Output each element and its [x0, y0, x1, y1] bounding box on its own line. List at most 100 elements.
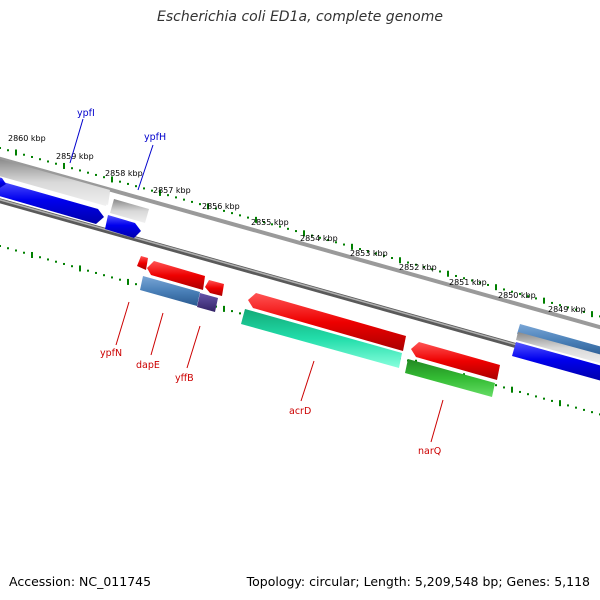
minor-tick: [455, 274, 457, 277]
minor-tick: [495, 384, 497, 387]
minor-tick: [231, 310, 233, 313]
minor-tick: [527, 295, 529, 298]
gene-label-ypfH: ypfH: [144, 132, 166, 143]
gene-label-leaders: [69, 118, 444, 443]
minor-tick: [239, 312, 241, 315]
forward-strand-features: [0, 159, 600, 381]
cds-grey-feature: [516, 332, 600, 364]
tick-label: 2854 kbp: [300, 234, 338, 243]
major-tick: [511, 386, 513, 393]
accession-text: Accession: NC_011745: [9, 574, 152, 589]
minor-tick: [31, 155, 33, 158]
minor-tick: [383, 254, 385, 257]
minor-tick: [407, 261, 409, 264]
cds-red-feature: [248, 293, 406, 351]
minor-tick: [199, 203, 201, 206]
minor-tick: [519, 292, 521, 295]
minor-tick: [335, 241, 337, 244]
topology-text: Topology: circular; Length: 5,209,548 bp…: [246, 574, 590, 589]
minor-tick: [247, 216, 249, 219]
tick-label: 2858 kbp: [105, 169, 143, 178]
major-tick: [255, 216, 257, 223]
minor-tick: [263, 221, 265, 224]
tick-label: 2855 kbp: [251, 218, 289, 227]
minor-tick: [143, 187, 145, 190]
tick-label: 2850 kbp: [498, 291, 536, 300]
minor-tick: [15, 249, 17, 252]
minor-tick: [0, 147, 1, 149]
major-tick: [111, 176, 113, 183]
minor-tick: [287, 227, 289, 230]
minor-tick: [55, 260, 57, 263]
minor-tick: [487, 283, 489, 286]
major-tick: [303, 230, 305, 237]
reverse-strand-features: [137, 256, 500, 397]
gene-label-yffB: yffB: [175, 373, 194, 384]
minor-tick: [583, 310, 585, 313]
major-tick: [543, 297, 545, 304]
minor-tick: [511, 290, 513, 293]
cds-blue-feature: [0, 181, 104, 224]
minor-tick: [23, 153, 25, 156]
minor-tick: [279, 225, 281, 228]
tick-label: 2849 kbp: [548, 305, 586, 314]
minor-tick: [87, 269, 89, 272]
minor-tick: [327, 239, 329, 242]
major-tick: [63, 162, 65, 169]
minor-tick: [183, 198, 185, 201]
outer-tick-ruler: [0, 147, 600, 318]
minor-tick: [103, 274, 105, 277]
rna-green-feature: [405, 359, 495, 397]
minor-tick: [575, 406, 577, 409]
minor-tick: [127, 182, 129, 185]
minor-tick: [567, 404, 569, 407]
minor-tick: [7, 247, 9, 250]
minor-tick: [583, 408, 585, 411]
minor-tick: [431, 268, 433, 271]
cds-grey-feature: [110, 199, 149, 223]
minor-tick: [543, 397, 545, 400]
genome-backbone: [0, 156, 600, 372]
minor-tick: [591, 411, 593, 414]
minor-tick: [39, 158, 41, 161]
minor-tick: [23, 251, 25, 254]
minor-tick: [95, 271, 97, 274]
minor-tick: [151, 189, 153, 192]
gene-label-ypfN: ypfN: [100, 348, 122, 359]
minor-tick: [503, 288, 505, 291]
cds-red-feature: [205, 280, 224, 296]
minor-tick: [71, 167, 73, 170]
cds-blue-feature: [105, 215, 141, 238]
minor-tick: [535, 297, 537, 300]
cds-grey-feature: [0, 159, 110, 206]
minor-tick: [7, 149, 9, 152]
minor-tick: [0, 245, 1, 247]
minor-tick: [103, 176, 105, 179]
minor-tick: [47, 160, 49, 163]
rna-teal-feature: [241, 309, 402, 368]
minor-tick: [479, 281, 481, 284]
gene-label-ypfI: ypfI: [77, 108, 95, 119]
minor-tick: [55, 162, 57, 165]
cds-blue-feature: [512, 342, 600, 381]
minor-tick: [567, 306, 569, 309]
minor-tick: [175, 196, 177, 199]
minor-tick: [319, 236, 321, 239]
minor-tick: [359, 248, 361, 251]
major-tick: [79, 265, 81, 272]
major-tick: [15, 149, 17, 156]
minor-tick: [391, 257, 393, 260]
major-tick: [495, 284, 497, 291]
map-title: Escherichia coli ED1a, complete genome: [157, 9, 443, 25]
minor-tick: [135, 185, 137, 188]
minor-tick: [559, 304, 561, 307]
tick-label: 2859 kbp: [56, 152, 94, 161]
tick-label: 2857 kbp: [153, 186, 191, 195]
minor-tick: [135, 283, 137, 286]
major-tick: [127, 278, 129, 285]
gene-label-dapE: dapE: [136, 360, 160, 371]
tick-label: 2856 kbp: [202, 202, 240, 211]
minor-tick: [527, 393, 529, 396]
minor-tick: [471, 279, 473, 282]
minor-tick: [343, 243, 345, 246]
